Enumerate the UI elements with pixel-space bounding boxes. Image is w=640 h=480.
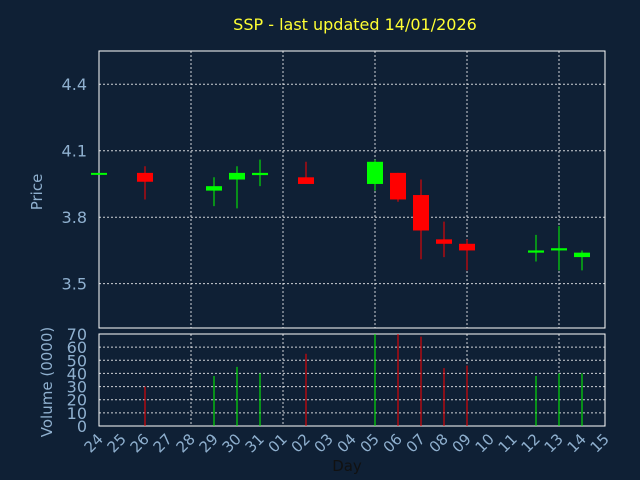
price-y-tick: 3.8 (62, 208, 87, 227)
candle-body (298, 177, 314, 184)
candle-body (459, 243, 475, 251)
volume-y-tick: 10 (67, 404, 87, 423)
volume-y-tick: 20 (67, 391, 87, 410)
volume-y-tick: 50 (67, 351, 87, 370)
volume-plot-frame (98, 333, 606, 427)
candle-body (413, 195, 429, 231)
chart-title: SSP - last updated 14/01/2026 (233, 15, 477, 34)
price-grid (99, 51, 605, 328)
volume-y-tick: 70 (67, 325, 87, 344)
x-axis-label: Day (332, 457, 362, 475)
volume-y-tick: 60 (67, 338, 87, 357)
volume-y-tick: 0 (77, 417, 87, 436)
candle-body (91, 172, 107, 175)
price-plot-frame (98, 50, 606, 329)
candle-body (390, 172, 406, 200)
volume-y-tick: 40 (67, 364, 87, 383)
volume-y-label: Volume (0000) (38, 327, 56, 437)
x-axis-ticks: 2425262728293031010203040506070809101112… (81, 430, 613, 456)
price-y-tick: 3.5 (62, 275, 87, 294)
price-y-tick: 4.4 (62, 75, 87, 94)
candle-body (252, 172, 268, 176)
candle-body (551, 248, 567, 251)
price-panel: 4.4 4.1 3.8 3.5 Price (28, 50, 606, 329)
candle-body (574, 252, 590, 258)
volume-bars (144, 334, 583, 426)
candle-body (436, 239, 452, 244)
candle-body (229, 172, 245, 180)
price-y-tick: 4.1 (62, 142, 87, 161)
candles (91, 159, 590, 271)
candle-body (206, 186, 222, 191)
candle-body (367, 161, 383, 184)
volume-y-tick: 30 (67, 378, 87, 397)
price-y-label: Price (28, 174, 46, 211)
price-y-ticks: 4.4 4.1 3.8 3.5 (62, 75, 87, 293)
candle-body (528, 250, 544, 253)
candle-body (137, 172, 153, 182)
